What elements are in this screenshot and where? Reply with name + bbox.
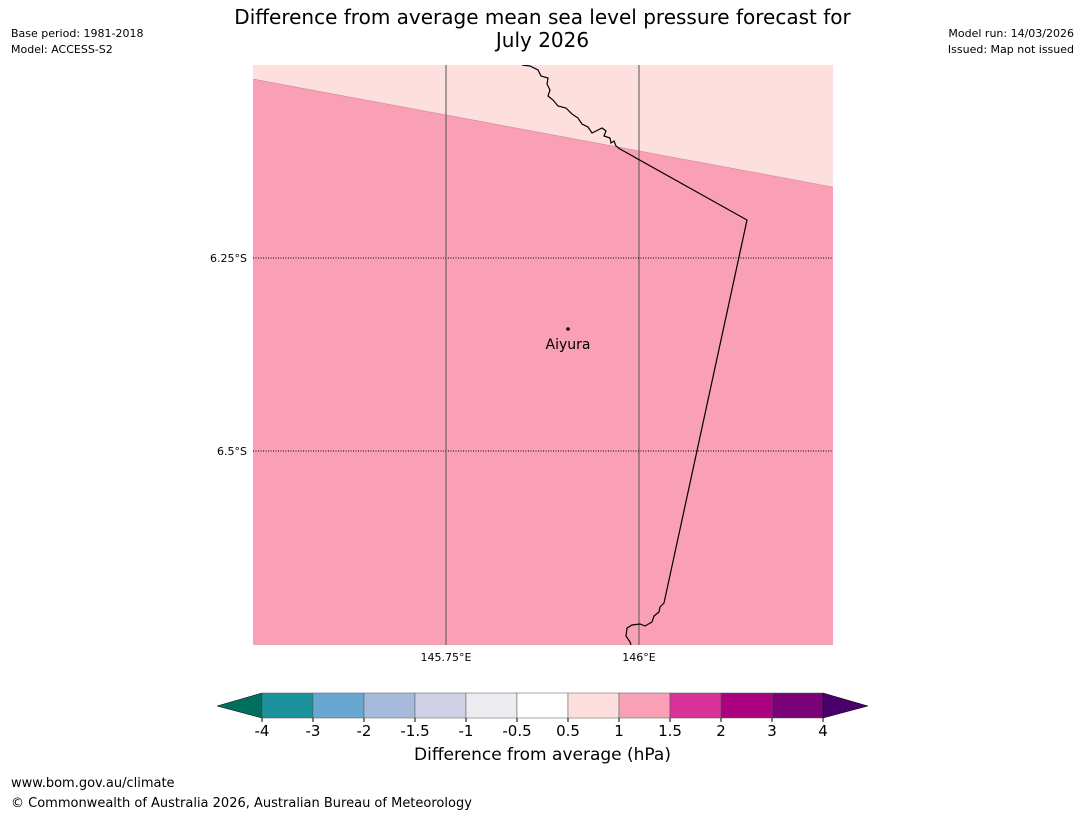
colorbar: -4 -3 -2 -1.5 -1 -0.5 0.5 1 1.5 2 3 4 [216,692,869,740]
issue-status: Issued: Map not issued [947,43,1074,56]
colorbar-tick-label: 4 [818,722,828,740]
base-period: Base period: 1981-2018 [11,27,144,40]
title-line-2: July 2026 [495,28,590,52]
contour-line [253,78,833,188]
footer-url[interactable]: www.bom.gov.au/climate [11,776,175,791]
map-panel: Aiyura 6.25°S 6.5°S 145.75°E 146°E [210,65,833,664]
colorbar-under-triangle [216,692,263,719]
meta-left: Base period: 1981-2018 Model: ACCESS-S2 [11,26,143,58]
colorbar-tick-label: 2 [716,722,726,740]
lat-label-6-5: 6.5°S [217,445,247,458]
colorbar-box [261,692,314,719]
place-marker [566,327,570,331]
colorbar-tick-label: -4 [255,722,270,740]
colorbar-tick-label: -1 [459,722,474,740]
colorbar-boxes [261,692,824,719]
meta-right: Model run: 14/03/2026 Issued: Map not is… [948,26,1074,58]
colorbar-box [567,692,620,719]
lat-label-6-25: 6.25°S [210,252,247,265]
map-title: Difference from average mean sea level p… [200,6,885,52]
footer-copyright: © Commonwealth of Australia 2026, Austra… [11,796,472,811]
colorbar-tick-label: 1 [614,722,624,740]
lon-label-146: 146°E [622,651,655,664]
colorbar-tick-label: 0.5 [556,722,580,740]
colorbar-tick-label: -3 [306,722,321,740]
colorbar-box [465,692,518,719]
border-line [521,65,748,645]
colorbar-box [771,692,824,719]
colorbar-ticks: -4 -3 -2 -1.5 -1 -0.5 0.5 1 1.5 2 3 4 [255,718,828,740]
colorbar-box [516,692,569,719]
colorbar-box [312,692,365,719]
colorbar-label: Difference from average (hPa) [414,745,671,765]
colorbar-tick-label: -2 [357,722,372,740]
title-line-1: Difference from average mean sea level p… [234,5,851,29]
colorbar-tick-label: 1.5 [658,722,682,740]
model-run: Model run: 14/03/2026 [948,27,1074,40]
colorbar-tick-label: -1.5 [400,722,429,740]
colorbar-over-triangle [822,692,869,719]
colorbar-box [618,692,671,719]
model-name: Model: ACCESS-S2 [11,43,113,56]
lon-label-145-75: 145.75°E [421,651,472,664]
colorbar-box [414,692,467,719]
place-label: Aiyura [546,337,591,353]
colorbar-box [720,692,773,719]
colorbar-box [669,692,722,719]
colorbar-tick-label: -0.5 [502,722,531,740]
region-0.5-to-1 [253,65,833,187]
footer: www.bom.gov.au/climate © Commonwealth of… [11,774,472,814]
colorbar-box [363,692,416,719]
colorbar-tick-label: 3 [767,722,777,740]
